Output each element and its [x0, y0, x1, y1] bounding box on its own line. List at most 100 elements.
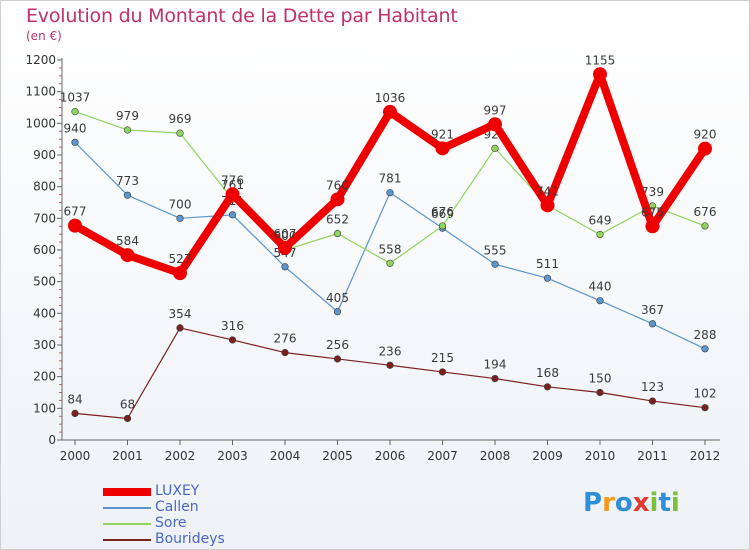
- data-point-callen: [648, 320, 657, 328]
- data-label-callen: 511: [536, 257, 559, 271]
- data-point-callen: [228, 211, 237, 219]
- data-point-luxey: [330, 192, 345, 207]
- y-tick-label: 100: [33, 401, 56, 415]
- data-label-bourideys: 123: [641, 380, 664, 394]
- y-tick-label: 300: [33, 338, 56, 352]
- y-tick-label: 0: [48, 433, 56, 447]
- data-label-callen: 940: [64, 121, 87, 135]
- logo-letter: P: [583, 488, 603, 518]
- legend-swatch: [103, 523, 151, 525]
- data-point-sore: [333, 229, 342, 238]
- data-label-sore: 676: [431, 205, 454, 219]
- chart-title: Evolution du Montant de la Dette par Hab…: [26, 5, 458, 27]
- data-point-sore: [71, 108, 79, 116]
- data-point-bourideys: [71, 409, 79, 418]
- logo-letter: r: [602, 488, 615, 518]
- data-label-luxey: 1155: [585, 53, 616, 67]
- data-point-luxey: [120, 248, 135, 263]
- data-point-bourideys: [596, 388, 604, 397]
- data-point-callen: [701, 345, 709, 353]
- legend-swatch: [103, 539, 151, 541]
- y-tick-label: 1200: [25, 53, 56, 67]
- y-tick-label: 1000: [25, 116, 56, 130]
- data-label-sore: 979: [116, 109, 139, 123]
- data-label-bourideys: 256: [326, 338, 349, 352]
- data-label-bourideys: 276: [274, 332, 297, 346]
- data-point-bourideys: [228, 336, 237, 344]
- data-label-sore: 1037: [60, 91, 91, 105]
- data-label-bourideys: 215: [431, 351, 454, 365]
- y-tick-label: 1100: [25, 85, 56, 99]
- data-label-bourideys: 194: [484, 358, 507, 372]
- data-label-luxey: 921: [431, 127, 454, 141]
- data-point-callen: [123, 191, 132, 199]
- x-tick-label: 2012: [690, 449, 721, 463]
- logo-letter: o: [614, 488, 633, 518]
- x-tick-label: 2004: [270, 449, 301, 463]
- data-label-callen: 367: [641, 303, 664, 317]
- data-label-bourideys: 84: [67, 392, 82, 406]
- x-tick-label: 2011: [637, 449, 668, 463]
- data-label-luxey: 527: [169, 252, 192, 266]
- logo-letter: i: [670, 488, 680, 518]
- legend-swatch: [103, 507, 151, 509]
- data-point-callen: [281, 263, 289, 271]
- data-label-luxey: 675: [641, 205, 664, 219]
- x-tick-label: 2003: [217, 449, 248, 463]
- logo-letter: x: [632, 488, 650, 518]
- data-point-sore: [386, 259, 394, 267]
- y-tick-label: 600: [33, 243, 56, 257]
- data-point-luxey: [278, 240, 292, 255]
- data-point-bourideys: [176, 324, 184, 332]
- x-tick-label: 2006: [375, 449, 406, 463]
- data-label-bourideys: 102: [694, 387, 717, 401]
- data-point-sore: [491, 144, 499, 152]
- data-point-luxey: [383, 104, 397, 119]
- y-tick-label: 900: [33, 148, 56, 162]
- series-line-sore: [74, 111, 706, 264]
- legend-label: LUXEY: [155, 483, 200, 499]
- data-label-callen: 773: [116, 174, 139, 188]
- proxiti-logo: Proxiti: [583, 488, 680, 518]
- data-label-bourideys: 236: [379, 344, 402, 358]
- y-tick-label: 700: [33, 211, 56, 225]
- x-tick-label: 2009: [532, 449, 563, 463]
- data-label-sore: 761: [221, 178, 244, 192]
- legend-label: Bourideys: [155, 531, 225, 547]
- data-label-luxey: 677: [64, 205, 87, 219]
- data-label-luxey: 997: [484, 103, 507, 117]
- data-point-bourideys: [701, 404, 709, 412]
- data-point-bourideys: [543, 383, 552, 391]
- data-label-sore: 739: [641, 185, 664, 199]
- data-point-bourideys: [438, 368, 447, 376]
- data-point-sore: [176, 129, 184, 137]
- data-point-bourideys: [386, 361, 394, 369]
- data-point-callen: [333, 308, 342, 316]
- data-point-callen: [491, 260, 499, 268]
- data-label-sore: 969: [169, 112, 192, 126]
- data-point-luxey: [698, 141, 712, 156]
- data-label-luxey: 920: [694, 128, 717, 142]
- data-point-luxey: [225, 187, 240, 202]
- legend-label: Callen: [155, 499, 199, 515]
- data-point-luxey: [435, 141, 450, 156]
- logo-letter: t: [658, 488, 671, 518]
- data-point-luxey: [68, 218, 82, 233]
- x-tick-label: 2001: [112, 449, 143, 463]
- data-point-luxey: [593, 67, 607, 82]
- y-tick-label: 200: [33, 370, 56, 384]
- data-point-luxey: [645, 219, 660, 234]
- data-point-bourideys: [123, 414, 132, 423]
- x-tick-label: 2000: [60, 449, 91, 463]
- legend-label: Sore: [155, 515, 187, 531]
- y-tick-label: 400: [33, 306, 56, 320]
- data-label-callen: 440: [589, 280, 612, 294]
- data-point-callen: [71, 138, 79, 146]
- data-label-callen: 288: [694, 328, 717, 342]
- data-label-luxey: 1036: [375, 91, 406, 105]
- data-label-luxey: 607: [274, 227, 297, 241]
- data-label-bourideys: 150: [589, 372, 612, 386]
- data-point-callen: [386, 189, 394, 197]
